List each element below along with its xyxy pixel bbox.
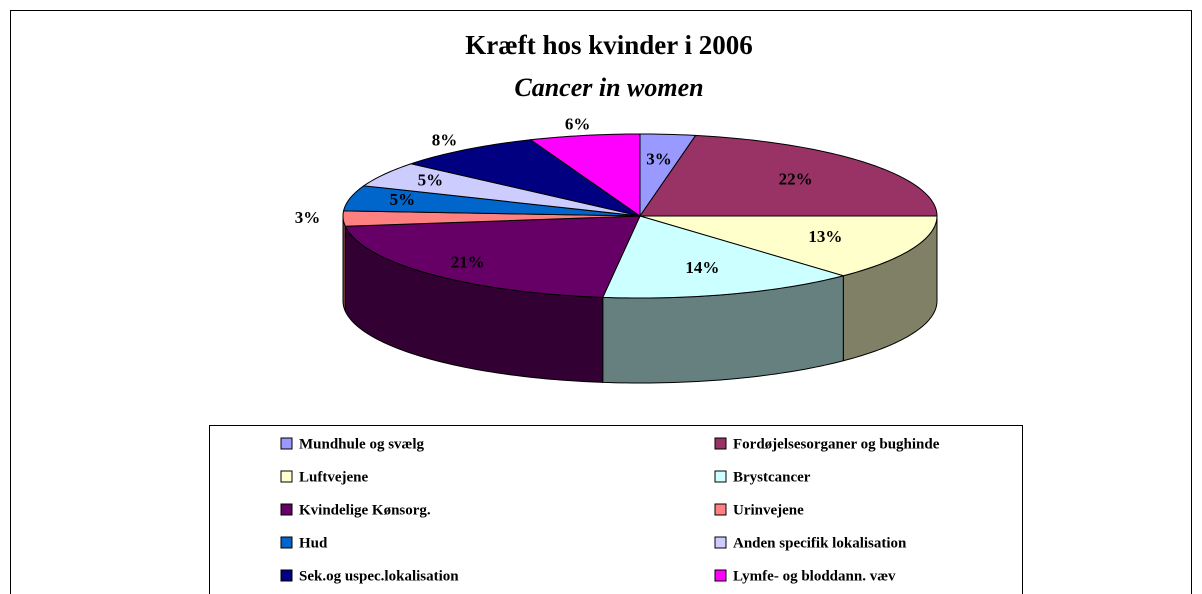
legend-swatch [714,470,727,483]
legend-box [209,425,1023,594]
legend-label: Mundhule og svælg [299,436,425,452]
pie-slice [639,134,938,217]
data-label: 8% [432,131,458,150]
legend-swatch [280,437,293,450]
data-label: 3% [295,208,321,227]
legend-swatch [714,569,727,582]
pie-slice [639,215,938,277]
legend-label: Luftvejene [299,469,368,485]
legend-swatch [280,470,293,483]
pie-slice [409,139,641,217]
pie-slice [602,215,846,299]
data-label: 5% [390,190,416,209]
pie-side [342,215,346,312]
legend-swatch [714,437,727,450]
legend-label: Sek.og uspec.lokalisation [299,568,459,584]
chart-subtitle: Cancer in women [514,73,703,102]
data-label: 14% [685,258,719,277]
legend-label: Kvindelige Kønsorg. [299,502,431,518]
legend-label: Anden specifik lokalisation [733,535,907,551]
legend-label: Lymfe- og bloddann. væv [733,568,896,584]
data-label: 21% [451,252,485,271]
legend-swatch [280,569,293,582]
pie-slice [529,133,641,217]
legend-label: Hud [299,535,328,551]
data-label: 5% [418,171,444,190]
pie-slice [344,215,641,298]
pie-slice [342,185,641,217]
pie-slice [362,163,641,217]
legend-swatch [714,536,727,549]
legend-label: Fordøjelsesorganer og bughinde [733,436,940,452]
chart-title: Kræft hos kvinder i 2006 [465,30,753,60]
legend-label: Brystcancer [733,469,811,485]
data-label: 22% [779,169,813,188]
data-label: 13% [808,227,842,246]
data-label: 6% [565,115,591,134]
pie-slice [342,210,641,227]
chart-frame [10,10,1192,594]
legend-swatch [280,536,293,549]
legend-swatch [280,503,293,516]
legend-label: Urinvejene [733,502,804,518]
legend-swatch [714,503,727,516]
data-label: 3% [646,149,672,168]
